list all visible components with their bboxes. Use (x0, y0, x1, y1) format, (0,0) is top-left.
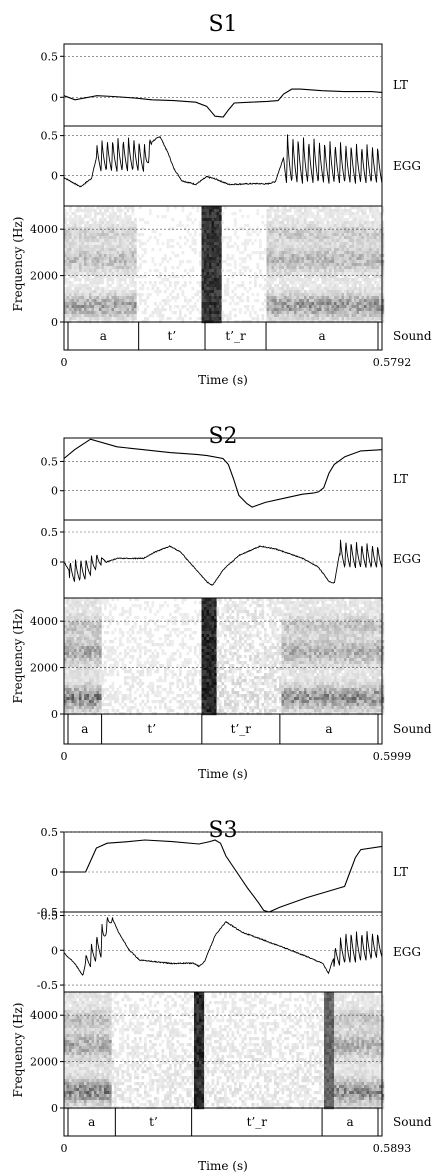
lt-tier: 0.5 0 LT (41, 437, 408, 521)
sound-label: Sound (393, 329, 432, 343)
panel-s3: S3 0.5 0 -0.5 LT 0.5 0 -0.5 EGG 0 2000 4000 Frequenc… (11, 818, 432, 1173)
sound-tier: a t’ t’_r a Sound (63, 321, 432, 351)
lt-label: LT (393, 472, 408, 486)
egg-waveform (63, 539, 383, 586)
time-tick-start: 0 (61, 356, 68, 369)
lt-tick-label: 0 (51, 485, 58, 498)
egg-frame (63, 911, 383, 993)
spectrogram-tick-label: 0 (51, 1102, 58, 1115)
sound-interval-label: a (100, 329, 107, 343)
spectrogram-tier: 0 2000 4000 Frequency (Hz) (11, 991, 385, 1115)
sound-interval-label: a (325, 722, 332, 736)
lt-label: LT (393, 865, 408, 879)
frequency-axis-label: Frequency (Hz) (11, 1003, 25, 1098)
panel-s2: S2 0.5 0 LT 0.5 0 EGG 0 2000 4000 Frequency (Hz) a t… (11, 424, 432, 781)
spectrogram-tick-label: 4000 (30, 1009, 58, 1022)
lt-tick-label: 0.5 (41, 826, 59, 839)
egg-waveform (63, 917, 383, 976)
lt-tick-label: 0 (51, 866, 58, 879)
egg-waveform (63, 134, 383, 188)
egg-tick-label: -0.5 (37, 979, 58, 992)
time-tick-start: 0 (61, 1142, 68, 1155)
time-tick-end: 0.5792 (373, 356, 412, 369)
egg-tick-label: 0 (51, 944, 58, 957)
time-tick-end: 0.5999 (373, 750, 412, 763)
sound-frame (63, 1107, 383, 1137)
egg-tier: 0.5 0 -0.5 EGG (37, 909, 421, 993)
egg-tier: 0.5 0 EGG (41, 519, 421, 599)
lt-tick-label: 0.5 (41, 50, 59, 63)
spectrogram-tick-label: 0 (51, 316, 58, 329)
panel-s1: S1 0.5 0 LT 0.5 0 EGG 0 2000 4000 Frequency (Hz) a t… (11, 12, 432, 387)
sound-interval-label: t’_r (225, 329, 246, 343)
spectrogram-tier: 0 2000 4000 Frequency (Hz) (11, 205, 385, 329)
sound-tier: a t’ t’_r a Sound (63, 1107, 432, 1137)
lt-frame (63, 43, 383, 127)
spectrogram-tick-label: 2000 (30, 1056, 58, 1069)
sound-label: Sound (393, 722, 432, 736)
time-axis-label: Time (s) (198, 767, 248, 781)
spectrogram-tick-label: 0 (51, 708, 58, 721)
sound-label: Sound (393, 1115, 432, 1129)
spectrogram-tick-label: 4000 (30, 223, 58, 236)
egg-tick-label: 0 (51, 556, 58, 569)
time-axis-label: Time (s) (198, 373, 248, 387)
panel-title: S1 (208, 12, 237, 37)
lt-frame (63, 437, 383, 521)
sound-interval-label: a (346, 1115, 353, 1129)
sound-frame (63, 321, 383, 351)
sound-interval-label: t’_r (231, 722, 252, 736)
spectrogram-tick-label: 4000 (30, 615, 58, 628)
spectrogram-cells (64, 598, 385, 716)
sound-interval-label: a (318, 329, 325, 343)
lt-curve (64, 839, 383, 913)
sound-interval-label: a (81, 722, 88, 736)
egg-label: EGG (393, 552, 421, 566)
sound-interval-label: t’ (168, 329, 177, 343)
spectrogram-tier: 0 2000 4000 Frequency (Hz) (11, 597, 385, 721)
lt-curve (63, 88, 383, 118)
egg-tick-label: 0.5 (41, 130, 59, 143)
time-tick-end: 0.5893 (373, 1142, 412, 1155)
time-axis: 0 0.5893 Time (s) (61, 1142, 412, 1173)
sound-interval-label: t’_r (247, 1115, 268, 1129)
lt-tick-label: 0.5 (41, 455, 59, 468)
time-axis-label: Time (s) (198, 1159, 248, 1173)
egg-tick-label: 0.5 (41, 909, 59, 922)
time-axis: 0 0.5999 Time (s) (61, 750, 412, 781)
panel-title: S2 (208, 424, 237, 449)
sound-frame (63, 713, 383, 745)
sound-interval-label: a (88, 1115, 95, 1129)
sound-tier: a t’ t’_r a Sound (63, 713, 432, 745)
sound-interval-label: t’ (147, 722, 156, 736)
frequency-axis-label: Frequency (Hz) (11, 217, 25, 312)
egg-label: EGG (393, 159, 421, 173)
egg-tick-label: 0.5 (41, 526, 59, 539)
frequency-axis-label: Frequency (Hz) (11, 609, 25, 704)
egg-label: EGG (393, 945, 421, 959)
spectrogram-cells (64, 206, 385, 324)
spectrogram-tick-label: 2000 (30, 662, 58, 675)
lt-frame (63, 831, 383, 913)
panel-title: S3 (208, 818, 237, 843)
lt-tier: 0.5 0 LT (41, 43, 408, 127)
lt-tick-label: -0.5 (37, 906, 58, 919)
time-axis: 0 0.5792 Time (s) (61, 356, 412, 387)
lt-label: LT (393, 78, 408, 92)
egg-tick-label: 0 (51, 170, 58, 183)
egg-tier: 0.5 0 EGG (41, 125, 421, 207)
egg-frame (63, 519, 383, 599)
time-tick-start: 0 (61, 750, 68, 763)
spectrogram-tick-label: 2000 (30, 270, 58, 283)
lt-tick-label: 0 (51, 91, 58, 104)
sound-interval-label: t’ (149, 1115, 158, 1129)
lt-curve (63, 438, 383, 508)
